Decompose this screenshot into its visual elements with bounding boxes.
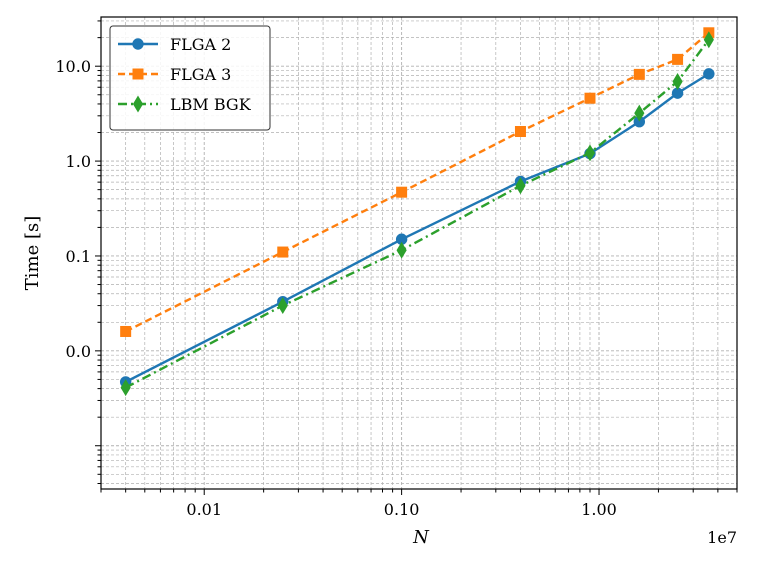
data-point xyxy=(132,68,144,80)
y-axis-label: Time [s] xyxy=(22,216,43,291)
data-point xyxy=(584,92,596,104)
data-point xyxy=(703,68,715,80)
legend-entry: FLGA 3 xyxy=(118,65,231,84)
data-point xyxy=(120,379,131,397)
series-line xyxy=(125,31,710,333)
legend: FLGA 2 FLGA 3 LBM BGK xyxy=(109,25,271,131)
legend-label: FLGA 2 xyxy=(170,35,231,54)
data-point xyxy=(396,186,408,198)
series-line xyxy=(125,39,710,389)
data-point xyxy=(634,104,645,122)
data-point xyxy=(132,95,144,113)
x-axis-multiplier: 1e7 xyxy=(707,528,737,547)
data-point xyxy=(120,325,132,337)
x-axis-label: N xyxy=(412,527,430,548)
data-point xyxy=(703,31,714,49)
data-point xyxy=(277,246,289,258)
y-tick-label: 10.0 xyxy=(55,57,91,76)
data-point xyxy=(672,53,684,65)
y-tick-label: 0.0 xyxy=(66,342,91,361)
data-point xyxy=(277,297,288,315)
data-point xyxy=(584,144,596,162)
legend-entry: LBM BGK xyxy=(118,95,252,114)
series-lbm-bgk xyxy=(120,31,714,397)
ticks: 0.01 0.10 1.00 0.0 0.1 1.0 10.0 xyxy=(55,20,738,519)
y-tick-label: 0.1 xyxy=(66,247,91,266)
data-point xyxy=(132,38,144,50)
y-tick-label: 1.0 xyxy=(66,152,91,171)
x-tick-label: 0.01 xyxy=(186,500,222,519)
series-line xyxy=(125,72,710,384)
series-flga-3 xyxy=(120,27,715,337)
data-point xyxy=(396,241,407,259)
x-tick-label: 1.00 xyxy=(581,500,617,519)
series-layer xyxy=(119,27,715,397)
x-tick-label: 0.10 xyxy=(384,500,420,519)
data-point xyxy=(514,126,526,138)
legend-label: FLGA 3 xyxy=(170,65,231,84)
data-point xyxy=(672,73,683,90)
data-point xyxy=(633,68,645,80)
legend-entry: FLGA 2 xyxy=(118,35,231,54)
plot-frame xyxy=(100,16,738,490)
legend-label: LBM BGK xyxy=(170,95,252,114)
data-point xyxy=(515,177,526,195)
